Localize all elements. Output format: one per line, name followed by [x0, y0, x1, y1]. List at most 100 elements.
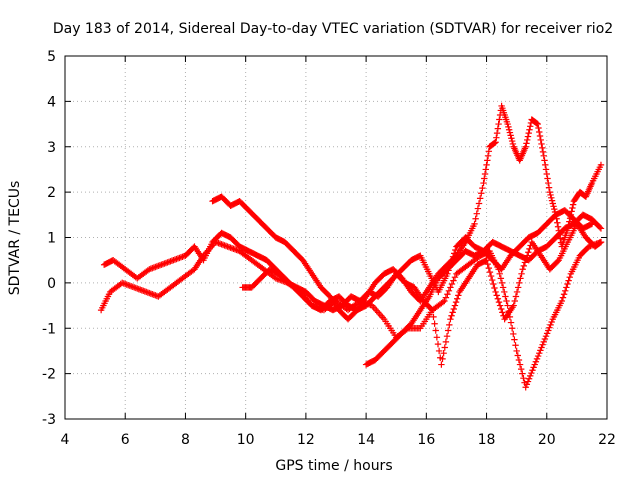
data-point: [525, 249, 532, 256]
data-point: [524, 136, 531, 144]
data-point: [537, 347, 544, 354]
data-point: [441, 344, 448, 351]
data-point: [556, 231, 563, 238]
data-point: [539, 341, 546, 348]
data-point: [542, 161, 549, 169]
data-point: [505, 123, 512, 131]
data-point: [492, 288, 499, 296]
data-point: [493, 129, 501, 137]
data-point: [536, 132, 544, 140]
data-point: [476, 195, 484, 202]
data-point: [481, 170, 489, 178]
data-point: [557, 235, 564, 242]
data-point: [566, 218, 573, 225]
data-points: [97, 102, 605, 391]
data-point: [496, 116, 503, 123]
x-tick-label: 12: [297, 432, 315, 448]
data-point: [547, 321, 554, 329]
data-point: [542, 332, 550, 340]
data-point: [539, 144, 546, 152]
data-point: [494, 295, 502, 302]
data-point: [450, 305, 458, 313]
data-point: [452, 298, 460, 306]
x-tick-label: 22: [598, 432, 616, 448]
x-tick-label: 20: [538, 432, 556, 448]
data-point: [526, 126, 533, 133]
data-point: [510, 302, 517, 309]
data-point: [514, 284, 522, 291]
data-point: [440, 350, 447, 357]
data-point: [444, 327, 452, 334]
data-point: [431, 320, 438, 327]
data-point: [597, 161, 605, 169]
data-point: [548, 197, 556, 204]
y-tick-label: -2: [42, 367, 56, 383]
data-point: [526, 245, 533, 253]
series-track-c: [209, 102, 605, 323]
data-point: [522, 143, 529, 150]
data-point: [478, 190, 485, 197]
data-point: [471, 220, 478, 228]
x-tick-label: 4: [61, 432, 70, 448]
data-point: [447, 284, 454, 291]
data-point: [513, 288, 521, 296]
data-point: [545, 179, 552, 187]
data-point: [451, 302, 459, 309]
data-point: [546, 324, 553, 331]
y-tick-label: 2: [47, 185, 56, 201]
x-tick-label: 14: [357, 432, 375, 448]
data-point: [505, 126, 513, 133]
data-point: [563, 284, 570, 291]
data-point: [504, 302, 511, 309]
data-point: [540, 338, 547, 346]
data-point: [522, 384, 529, 391]
data-point: [565, 277, 572, 284]
x-axis-label: GPS time / hours: [275, 458, 392, 474]
data-point: [516, 279, 523, 287]
data-point: [498, 305, 505, 313]
data-point: [540, 152, 547, 160]
data-point: [513, 347, 520, 355]
x-tick-label: 10: [237, 432, 255, 448]
data-point: [493, 292, 500, 299]
data-point: [484, 157, 491, 164]
data-point: [588, 220, 596, 228]
data-point: [430, 313, 437, 321]
data-point: [566, 274, 573, 281]
data-point: [507, 319, 515, 326]
data-point: [493, 134, 500, 141]
data-point: [554, 223, 562, 230]
data-point: [524, 252, 531, 259]
data-point: [551, 205, 558, 213]
data-point: [434, 340, 442, 348]
data-point: [495, 298, 503, 306]
data-point: [447, 315, 454, 323]
data-point: [524, 378, 532, 385]
data-point: [475, 200, 483, 207]
data-point: [533, 355, 541, 363]
data-point: [473, 210, 480, 217]
data-point: [482, 166, 490, 173]
data-point: [548, 318, 555, 326]
data-point: [489, 276, 496, 284]
data-point: [448, 280, 456, 288]
data-point: [542, 166, 550, 173]
data-point: [554, 219, 561, 226]
data-point: [523, 140, 530, 147]
data-point: [491, 284, 498, 292]
data-point: [474, 205, 482, 212]
data-point: [438, 361, 445, 368]
chart-title: Day 183 of 2014, Sidereal Day-to-day VTE…: [53, 21, 613, 37]
data-point: [547, 191, 554, 199]
data-point: [490, 280, 497, 288]
data-point: [428, 305, 435, 313]
data-point: [541, 335, 549, 343]
data-point: [439, 298, 447, 306]
data-point: [517, 275, 524, 282]
y-axis-label: SDTVAR / TECUs: [7, 181, 23, 296]
data-point: [522, 255, 530, 263]
data-point: [520, 374, 527, 382]
data-point: [558, 297, 566, 305]
data-point: [569, 204, 576, 212]
